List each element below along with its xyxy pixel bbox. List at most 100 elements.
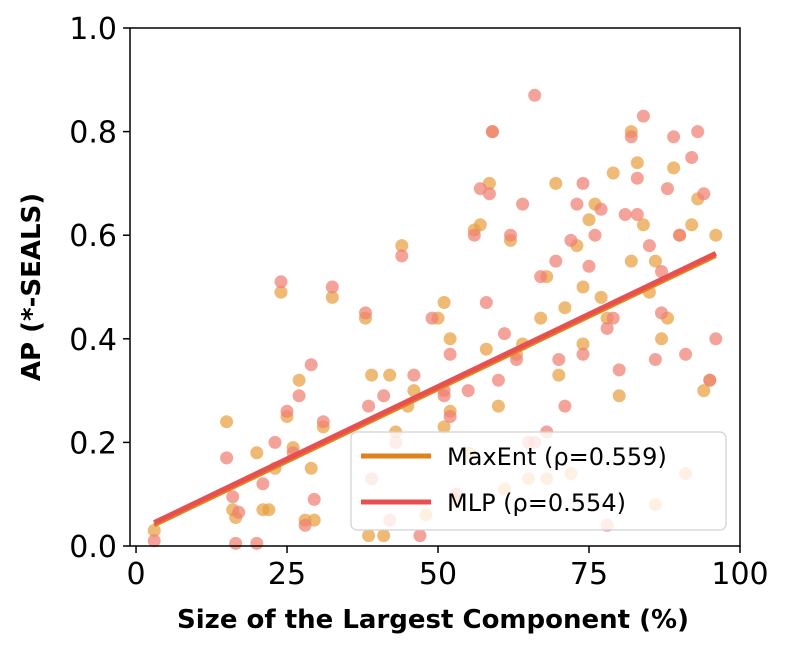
x-tick-label-1: 25 — [268, 557, 306, 592]
point-series-1-37 — [485, 125, 499, 139]
point-series-1-50 — [564, 233, 578, 247]
point-series-1-11 — [292, 389, 306, 403]
x-axis-title: Size of the Largest Component (%) — [177, 605, 689, 635]
point-series-1-67 — [667, 130, 681, 144]
point-series-0-6 — [262, 503, 276, 517]
point-series-0-76 — [624, 254, 638, 268]
point-series-0-28 — [437, 420, 451, 434]
point-series-1-55 — [594, 202, 608, 216]
point-series-1-36 — [482, 187, 496, 201]
y-tick-label-2: 0.4 — [69, 323, 117, 358]
point-series-1-53 — [582, 259, 596, 273]
point-series-1-33 — [467, 228, 481, 242]
point-series-1-49 — [558, 399, 572, 413]
point-series-0-56 — [606, 166, 620, 180]
point-series-1-29 — [443, 347, 457, 361]
point-series-1-8 — [274, 275, 288, 289]
point-series-1-47 — [549, 254, 563, 268]
point-series-0-44 — [534, 311, 548, 325]
point-series-0-57 — [612, 389, 626, 403]
point-series-1-62 — [636, 109, 650, 123]
point-series-1-41 — [510, 353, 523, 366]
point-series-0-11 — [292, 373, 306, 387]
point-series-1-6 — [256, 477, 270, 491]
x-tick-label-4: 100 — [711, 557, 768, 592]
point-series-1-59 — [618, 208, 632, 221]
x-tick-label-2: 50 — [419, 557, 457, 592]
point-series-0-70 — [697, 384, 711, 398]
point-series-1-44 — [528, 88, 542, 102]
point-series-1-79 — [655, 265, 668, 278]
point-series-1-23 — [395, 249, 409, 263]
y-tick-label-0: 0.0 — [69, 530, 117, 565]
point-series-1-66 — [661, 182, 674, 196]
point-series-1-70 — [685, 151, 699, 164]
y-tick-label-5: 1.0 — [69, 12, 117, 47]
point-series-1-24 — [407, 368, 421, 382]
point-series-0-51 — [576, 280, 590, 294]
point-series-1-14 — [307, 492, 321, 506]
point-series-0-54 — [594, 290, 608, 304]
point-series-1-39 — [498, 327, 511, 341]
point-series-0-72 — [709, 228, 723, 242]
legend-box — [350, 431, 727, 531]
point-series-0-38 — [491, 399, 505, 413]
point-series-1-35 — [479, 296, 493, 309]
point-series-0-74 — [576, 337, 590, 351]
point-series-1-30 — [443, 410, 457, 423]
point-series-1-2 — [226, 490, 240, 504]
point-series-0-4 — [250, 446, 264, 460]
point-series-1-4 — [232, 505, 246, 519]
point-series-1-40 — [504, 228, 517, 242]
point-series-1-18 — [362, 399, 376, 413]
point-series-0-18 — [362, 529, 376, 543]
point-series-0-65 — [667, 161, 681, 175]
fit-lines-layer — [153, 251, 717, 528]
point-series-0-52 — [582, 213, 596, 227]
point-series-0-21 — [383, 368, 397, 382]
point-series-1-76 — [630, 208, 644, 221]
point-series-0-8 — [274, 285, 288, 299]
point-series-1-25 — [413, 529, 427, 543]
point-series-1-78 — [576, 176, 590, 190]
point-series-0-19 — [365, 368, 379, 382]
plot-frame — [129, 27, 741, 547]
point-series-1-72 — [697, 187, 711, 201]
point-series-1-5 — [250, 536, 264, 550]
point-series-1-63 — [642, 239, 656, 253]
point-series-0-35 — [479, 342, 493, 356]
point-series-0-47 — [552, 368, 566, 382]
point-series-1-60 — [624, 130, 638, 144]
point-series-1-51 — [570, 197, 584, 211]
point-series-0-68 — [685, 218, 699, 232]
point-series-0-23 — [395, 239, 409, 253]
point-series-1-54 — [588, 228, 602, 242]
point-series-0-0 — [147, 524, 161, 537]
point-series-1-28 — [437, 389, 451, 403]
point-series-1-26 — [425, 311, 439, 325]
point-series-0-62 — [648, 254, 662, 268]
point-series-0-20 — [377, 529, 391, 543]
point-series-1-68 — [673, 228, 687, 242]
point-series-1-57 — [606, 311, 620, 325]
point-series-1-32 — [461, 384, 475, 398]
y-tick-label-3: 0.6 — [69, 219, 117, 254]
point-series-1-0 — [147, 534, 161, 548]
point-series-0-29 — [443, 332, 457, 346]
point-series-0-27 — [437, 296, 451, 309]
point-series-1-71 — [691, 125, 705, 139]
y-axis-title: AP (*-SEALS) — [17, 193, 47, 381]
legend-label-mlp: MLP (ρ=0.554) — [447, 489, 626, 517]
point-series-1-48 — [552, 353, 566, 366]
point-series-1-17 — [359, 306, 372, 320]
point-series-1-45 — [534, 270, 548, 284]
ticks-layer: 0 25 50 75 100 0.0 0.2 0.4 0.6 0.8 1.0 — [69, 12, 768, 592]
point-series-1-69 — [679, 347, 693, 361]
point-series-1-3 — [229, 536, 243, 550]
point-series-1-52 — [576, 347, 590, 361]
point-series-1-42 — [516, 197, 530, 211]
point-series-0-13 — [304, 461, 318, 475]
point-series-1-58 — [612, 363, 626, 377]
fit-line-series-1 — [153, 251, 717, 525]
